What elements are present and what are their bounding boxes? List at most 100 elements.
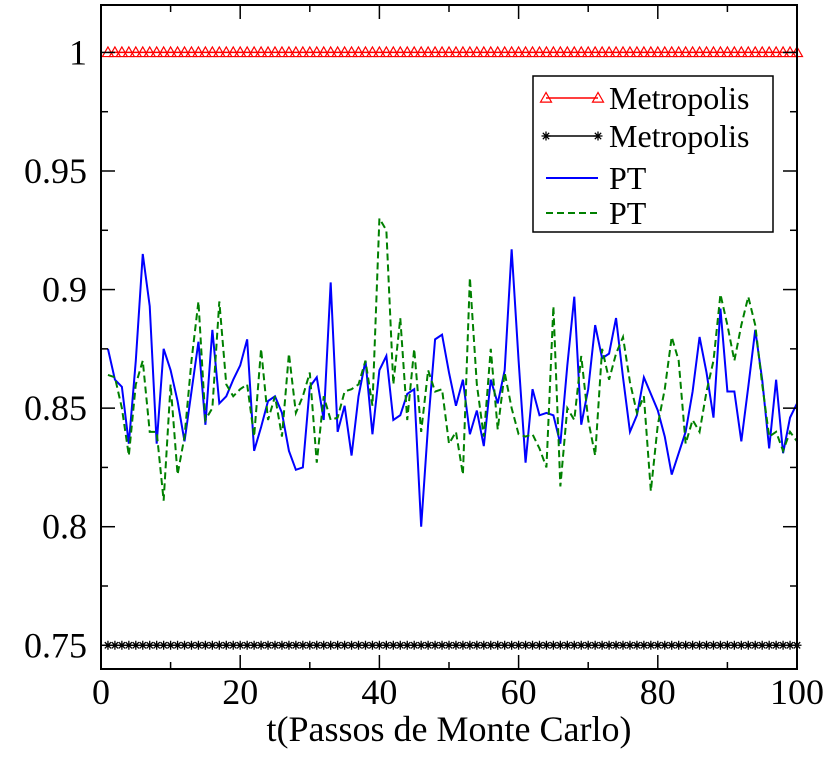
data-point-triangle xyxy=(525,45,540,58)
data-point-star xyxy=(207,640,217,650)
data-point-star xyxy=(486,640,496,650)
y-tick-label: 1 xyxy=(69,32,87,72)
data-point-triangle xyxy=(379,45,393,58)
data-point-triangle xyxy=(184,45,199,58)
data-point-triangle xyxy=(275,45,289,58)
data-point-star xyxy=(200,640,210,650)
data-point-triangle xyxy=(386,45,400,58)
data-point-triangle xyxy=(407,45,421,58)
data-point-triangle xyxy=(115,45,129,58)
data-point-triangle xyxy=(470,45,484,58)
data-point-triangle xyxy=(198,45,212,58)
data-point-star xyxy=(472,640,482,650)
data-point-triangle xyxy=(769,45,783,58)
data-point-triangle xyxy=(212,45,226,58)
data-point-star xyxy=(465,640,475,650)
data-point-star xyxy=(214,640,224,650)
x-tick-label: 40 xyxy=(361,672,397,712)
data-point-star xyxy=(569,640,579,650)
data-point-triangle xyxy=(679,45,693,58)
data-point-star xyxy=(360,640,370,650)
data-point-triangle xyxy=(567,45,581,58)
data-point-triangle xyxy=(574,45,588,58)
data-point-triangle xyxy=(351,45,366,58)
data-point-star xyxy=(500,640,510,650)
data-point-star xyxy=(729,640,739,650)
data-point-triangle xyxy=(150,45,164,58)
data-point-triangle xyxy=(644,45,658,58)
data-point-star xyxy=(736,640,746,650)
data-point-star xyxy=(604,640,614,650)
data-point-star xyxy=(340,640,350,650)
data-point-star xyxy=(263,640,273,650)
data-point-star xyxy=(180,640,190,650)
data-point-star xyxy=(695,640,705,650)
data-point-star xyxy=(507,640,517,650)
data-point-triangle xyxy=(699,45,714,58)
data-point-star xyxy=(757,640,767,650)
data-point-star xyxy=(674,640,684,650)
data-point-star xyxy=(702,640,712,650)
data-point-star xyxy=(458,640,468,650)
data-point-star xyxy=(597,640,607,650)
data-point-triangle xyxy=(205,45,219,58)
data-point-star xyxy=(444,640,454,650)
data-point-star xyxy=(743,640,753,650)
x-tick-label: 100 xyxy=(770,672,824,712)
data-point-triangle xyxy=(365,45,379,58)
data-point-star xyxy=(653,640,663,650)
data-point-star xyxy=(256,640,266,650)
data-point-star xyxy=(312,640,322,650)
data-point-star xyxy=(437,640,447,650)
series-line xyxy=(106,249,798,527)
data-point-star xyxy=(159,640,169,650)
data-point-star xyxy=(708,640,718,650)
legend-label: Metropolis xyxy=(609,80,749,116)
data-point-triangle xyxy=(672,45,686,58)
data-point-triangle xyxy=(553,45,567,58)
data-point-star xyxy=(590,640,600,650)
data-point-triangle xyxy=(289,45,303,58)
series-2 xyxy=(106,249,798,527)
data-point-triangle xyxy=(734,45,748,58)
data-point-triangle xyxy=(519,45,533,58)
data-point-star xyxy=(618,640,628,650)
data-point-star xyxy=(374,640,384,650)
data-point-star xyxy=(722,640,732,650)
data-point-star xyxy=(479,640,489,650)
data-point-star xyxy=(124,640,134,650)
data-point-triangle xyxy=(324,45,338,58)
data-point-triangle xyxy=(686,45,700,58)
data-point-triangle xyxy=(546,45,560,58)
legend-item: Metropolis xyxy=(539,80,749,116)
data-point-star xyxy=(681,640,691,650)
legend-marker xyxy=(539,91,553,103)
data-point-star xyxy=(249,640,259,650)
data-point-triangle xyxy=(393,45,407,58)
data-point-triangle xyxy=(706,45,721,58)
legend-item: PT xyxy=(546,195,647,231)
data-point-star xyxy=(305,640,315,650)
data-point-triangle xyxy=(310,45,324,58)
ticks-layer: 0 20 40 60 80 100 0.75 0.8 0.85 0.9 0.95 1 xyxy=(24,5,824,712)
data-point-star xyxy=(193,640,203,650)
legend-marker xyxy=(593,131,603,141)
data-point-triangle xyxy=(219,45,233,58)
data-point-star xyxy=(388,640,398,650)
data-point-star xyxy=(493,640,503,650)
legend-item: Metropolis xyxy=(541,118,749,154)
data-point-star xyxy=(639,640,649,650)
data-point-triangle xyxy=(177,45,192,58)
data-point-triangle xyxy=(449,45,463,58)
data-point-star xyxy=(576,640,586,650)
data-point-triangle xyxy=(609,45,623,58)
data-point-triangle xyxy=(442,45,456,58)
data-point-star xyxy=(347,640,357,650)
data-point-triangle xyxy=(233,45,247,58)
data-point-triangle xyxy=(630,45,644,58)
data-point-triangle xyxy=(748,45,762,58)
data-point-star xyxy=(395,640,405,650)
data-point-star xyxy=(131,640,141,650)
